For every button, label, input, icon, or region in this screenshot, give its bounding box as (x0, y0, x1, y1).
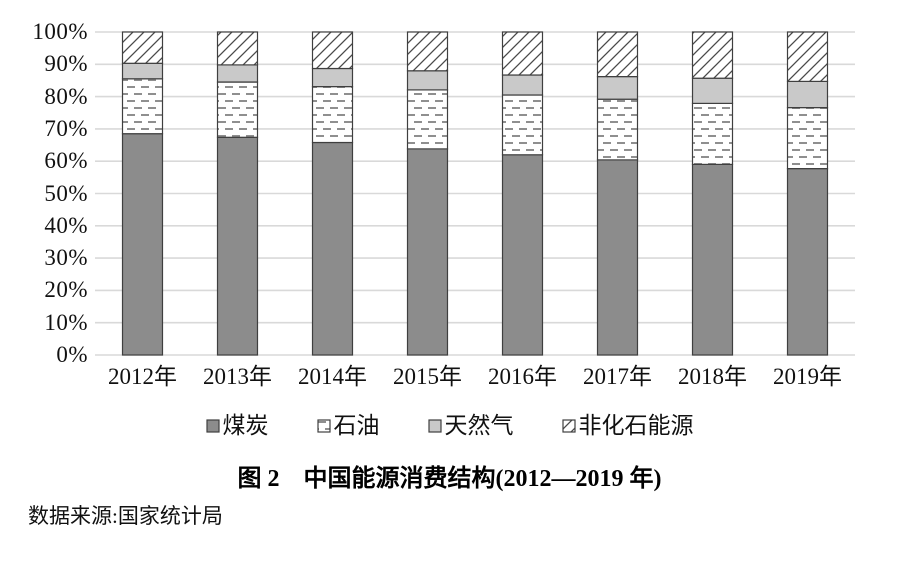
y-axis-tick-label: 70% (44, 115, 88, 141)
bar-segment-oil (691, 102, 734, 166)
bar-segment-oil (311, 85, 354, 144)
x-axis-tick-label: 2012年 (108, 364, 177, 389)
bar-segment-non-fossil-energy (311, 31, 354, 70)
bar-segment-oil (216, 81, 259, 138)
bar-segment-non-fossil-energy (121, 31, 164, 64)
bar-segment-non-fossil-energy (406, 31, 449, 72)
bar-segment-non-fossil-energy (596, 31, 639, 78)
bar-segment-natural-gas (786, 80, 829, 109)
figure-title: 图 2 中国能源消费结构(2012—2019 年) (237, 466, 662, 492)
x-axis-tick-label: 2015年 (393, 364, 462, 389)
legend-label: 非化石能源 (578, 413, 694, 438)
y-axis-tick-label: 50% (44, 180, 88, 206)
y-axis-tick-label: 30% (44, 245, 88, 271)
y-axis-tick-label: 80% (44, 83, 88, 109)
bar-segment-oil (406, 89, 449, 150)
y-axis-tick-label: 90% (44, 51, 88, 77)
y-axis-tick-label: 60% (44, 148, 88, 174)
x-axis-tick-label: 2017年 (583, 364, 652, 389)
bar-segment-oil (121, 78, 164, 135)
legend-item-natural-gas: 天然气 (427, 412, 514, 440)
x-axis-tick-label: 2018年 (678, 364, 747, 389)
bar-segment-oil (596, 98, 639, 161)
bar-segment-natural-gas (406, 70, 449, 91)
bar-segment-coal (786, 168, 829, 356)
x-axis-tick-label: 2019年 (773, 364, 842, 389)
legend-marker-oil-icon (316, 419, 331, 433)
bar-segment-coal (311, 141, 354, 356)
bar-segment-natural-gas (596, 75, 639, 100)
y-axis-tick-label: 10% (44, 309, 88, 335)
bar-segment-coal (501, 154, 544, 356)
legend-label: 天然气 (444, 413, 514, 438)
y-axis-tick-label: 40% (44, 212, 88, 238)
y-axis-tick-label: 0% (56, 342, 88, 367)
y-axis-tick-label: 100% (32, 19, 88, 44)
bar-segment-natural-gas (121, 62, 164, 80)
bar-segment-non-fossil-energy (501, 31, 544, 76)
bar-segment-natural-gas (216, 64, 259, 83)
legend-marker-non-fossil-energy-icon (561, 419, 576, 433)
y-axis-tick-label: 20% (44, 277, 88, 303)
bar-segment-non-fossil-energy (786, 31, 829, 83)
bar-segment-natural-gas (501, 74, 544, 96)
bar-segment-natural-gas (311, 67, 354, 88)
gridlines-group (95, 31, 855, 356)
legend-label: 煤炭 (222, 413, 269, 438)
x-axis-tick-label: 2013年 (203, 364, 272, 389)
bar-segment-coal (216, 136, 259, 356)
bar-segment-oil (786, 106, 829, 170)
x-axis-tick-label: 2016年 (488, 364, 557, 389)
legend-item-non-fossil-energy: 非化石能源 (561, 412, 694, 440)
legend-item-coal: 煤炭 (205, 412, 269, 440)
bar-segment-coal (406, 148, 449, 356)
bars-group (121, 31, 829, 356)
bar-segment-non-fossil-energy (216, 31, 259, 66)
chart-legend: 煤炭 石油 天然气 非化石能源 (0, 412, 899, 440)
data-source: 数据来源:国家统计局 (28, 504, 223, 528)
bar-segment-coal (691, 163, 734, 356)
bar-segment-non-fossil-energy (691, 31, 734, 79)
bar-segment-coal (596, 159, 639, 356)
legend-marker-coal-icon (205, 419, 220, 433)
bar-segment-oil (501, 94, 544, 156)
x-axis-tick-label: 2014年 (298, 364, 367, 389)
bar-segment-coal (121, 133, 164, 356)
legend-item-oil: 石油 (316, 412, 380, 440)
legend-marker-natural-gas-icon (427, 419, 442, 433)
legend-label: 石油 (333, 413, 380, 438)
stacked-bar-chart (95, 31, 855, 356)
bar-segment-natural-gas (691, 77, 734, 104)
